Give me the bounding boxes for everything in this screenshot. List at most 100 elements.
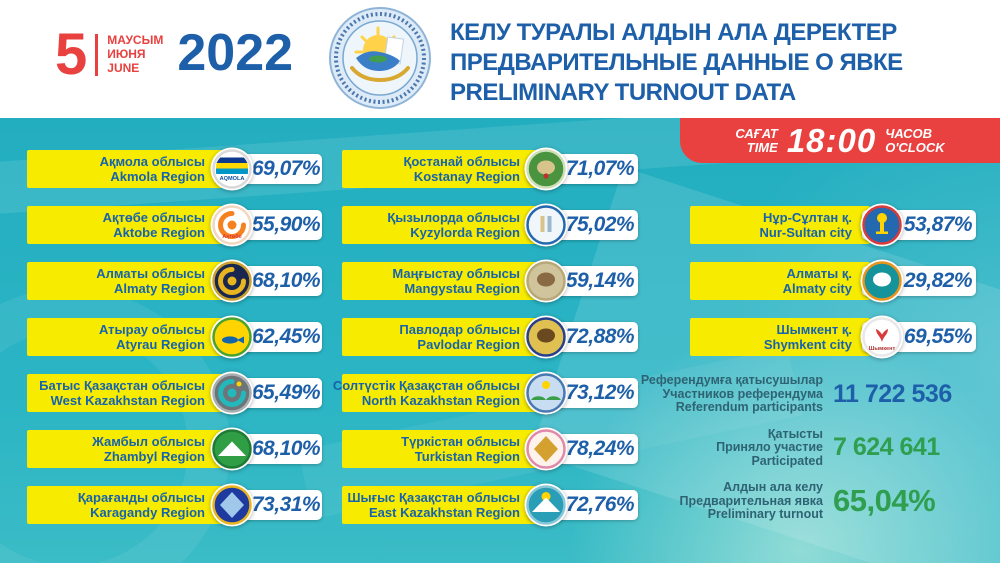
region-name-en: Mangystau Region <box>404 281 520 296</box>
region-name-en: Almaty Region <box>113 281 205 296</box>
region-name-en: West Kazakhstan Region <box>50 393 205 408</box>
turnout-percent: 62,45% <box>251 325 321 348</box>
region-name-en: Pavlodar Region <box>417 337 520 352</box>
turnout-percent: 69,07% <box>251 157 321 180</box>
region-name-kk: Жамбыл облысы <box>92 434 205 449</box>
region-name-bar: Нұр-Сұлтан қ. Nur-Sultan city <box>690 206 870 244</box>
region-name-kk: Батыс Қазақстан облысы <box>39 378 205 393</box>
date-year: 2022 <box>177 24 294 82</box>
turnout-percent: 68,10% <box>251 269 321 292</box>
region-name: Ақмола облысы Akmola Region <box>100 154 205 184</box>
region-row: Қостанай облысы Kostanay Region 71,07% <box>0 147 1000 191</box>
date-day: 5 <box>55 22 88 87</box>
region-name-bar: Алматы облысы Almaty Region <box>27 262 223 300</box>
region-name-kk: Алматы облысы <box>96 266 205 281</box>
region-name: Алматы облысы Almaty Region <box>96 266 205 296</box>
month-en: JUNE <box>107 61 140 75</box>
region-name: Жамбыл облысы Zhambyl Region <box>92 434 205 464</box>
header: 5 МАУСЫМ ИЮНЯ JUNE 2022 <box>0 0 1000 118</box>
title-line-ru: ПРЕДВАРИТЕЛЬНЫЕ ДАННЫЕ О ЯВКЕ <box>450 49 903 76</box>
time-value: 18:00 <box>786 121 877 159</box>
region-emblem-icon <box>524 147 568 191</box>
region-row: Алматы облысы Almaty Region 68,10% <box>0 259 1000 303</box>
region-row: Павлодар облысы Pavlodar Region 72,88% <box>0 315 1000 359</box>
region-name-kk: Қызылорда облысы <box>387 210 520 225</box>
region-name: Батыс Қазақстан облысы West Kazakhstan R… <box>39 378 205 408</box>
region-row: Қызылорда облысы Kyzylorda Region 75,02% <box>0 203 1000 247</box>
summary-stat-row: Алдын ала келу Предварительная явка Prelim… <box>613 480 985 522</box>
date-separator <box>95 34 99 76</box>
region-name-bar: Ақмола облысы Akmola Region <box>27 150 223 188</box>
region-name: Солтүстік Қазақстан облысы North Kazakhs… <box>333 378 520 408</box>
page-title: КЕЛУ ТУРАЛЫ АЛДЫН АЛА ДЕРЕКТЕР ПРЕДВАРИТ… <box>450 18 903 108</box>
region-emblem-icon <box>210 259 254 303</box>
summary-stats: Референдумға қатысушылар Участников рефер… <box>613 373 985 522</box>
date-month-labels: МАУСЫМ ИЮНЯ JUNE <box>107 33 163 75</box>
region-emblem-icon <box>210 427 254 471</box>
region-name: Маңғыстау облысы Mangystau Region <box>392 266 520 296</box>
stat-value: 11 722 536 <box>833 379 952 408</box>
turnout-percent: 69,55% <box>903 325 973 348</box>
turnout-percent: 72,76% <box>565 493 635 516</box>
turnout-percent: 73,31% <box>251 493 321 516</box>
region-row: Атырау облысы Atyrau Region 62,45% <box>0 315 1000 359</box>
region-row: Нұр-Сұлтан қ. Nur-Sultan city 53,87% <box>0 203 1000 247</box>
region-row: Ақмола облысы Akmola Region 69,07% AQMOL… <box>0 147 1000 191</box>
region-name: Нұр-Сұлтан қ. Nur-Sultan city <box>760 210 852 240</box>
region-emblem-icon <box>524 427 568 471</box>
region-name-bar: Қостанай облысы Kostanay Region <box>342 150 538 188</box>
region-name-kk: Шымкент қ. <box>776 322 852 337</box>
region-name-en: Kostanay Region <box>413 169 520 184</box>
region-name-kk: Қостанай облысы <box>403 154 520 169</box>
region-emblem-icon: AQMOLA <box>210 147 254 191</box>
time-banner: САҒАТ TIME 18:00 ЧАСОВ O'CLOCK <box>680 118 1000 163</box>
month-kk: МАУСЫМ <box>107 33 164 47</box>
region-emblem-icon <box>210 371 254 415</box>
region-name-en: East Kazakhstan Region <box>369 505 520 520</box>
turnout-value-box: 59,14% <box>528 266 638 296</box>
region-name-kk: Атырау облысы <box>98 322 205 337</box>
region-name-kk: Солтүстік Қазақстан облысы <box>332 378 520 393</box>
region-row: Алматы қ. Almaty city 29,82% <box>0 259 1000 303</box>
region-row: Батыс Қазақстан облысы West Kazakhstan R… <box>0 371 1000 415</box>
region-name-en: Almaty city <box>782 281 852 296</box>
region-name-en: North Kazakhstan Region <box>361 393 520 408</box>
region-name-kk: Ақтөбе облысы <box>102 210 205 225</box>
svg-text:Шымкент: Шымкент <box>869 346 896 352</box>
region-emblem-icon <box>210 483 254 527</box>
region-name-bar: Қарағанды облысы Karagandy Region <box>27 486 223 524</box>
region-name-en: Kyzylorda Region <box>410 225 520 240</box>
region-name: Түркістан облысы Turkistan Region <box>401 434 520 464</box>
stat-labels: Қатысты Приняло участие Participated <box>716 426 823 468</box>
region-name: Шығыс Қазақстан облысы East Kazakhstan R… <box>347 490 520 520</box>
region-name-bar: Павлодар облысы Pavlodar Region <box>342 318 538 356</box>
region-row: Маңғыстау облысы Mangystau Region 59,14% <box>0 259 1000 303</box>
turnout-percent: 71,07% <box>565 157 635 180</box>
region-name-kk: Павлодар облысы <box>399 322 520 337</box>
region-name: Алматы қ. Almaty city <box>783 266 852 296</box>
date-block: 5 МАУСЫМ ИЮНЯ JUNE 2022 <box>55 22 294 87</box>
region-name-bar: Жамбыл облысы Zhambyl Region <box>27 430 223 468</box>
time-label-left: САҒАТ TIME <box>735 125 778 155</box>
region-name-bar: Қызылорда облысы Kyzylorda Region <box>342 206 538 244</box>
region-name-bar: Маңғыстау облысы Mangystau Region <box>342 262 538 300</box>
summary-stat-row: Референдумға қатысушылар Участников рефер… <box>613 373 985 415</box>
region-row: Шығыс Қазақстан облысы East Kazakhstan R… <box>0 483 1000 527</box>
turnout-value-box: 65,49% <box>216 378 322 408</box>
region-row: Ақтөбе облысы Aktobe Region 55,90% Ақтөб… <box>0 203 1000 247</box>
region-name: Қызылорда облысы Kyzylorda Region <box>387 210 520 240</box>
region-emblem-icon: Шымкент <box>860 315 904 359</box>
title-line-en: PRELIMINARY TURNOUT DATA <box>450 79 796 106</box>
region-name-bar: Атырау облысы Atyrau Region <box>27 318 223 356</box>
region-name-en: Zhambyl Region <box>103 449 205 464</box>
commission-seal-icon <box>328 6 432 110</box>
svg-text:Ақтөбе: Ақтөбе <box>222 233 242 240</box>
summary-stat-row: Қатысты Приняло участие Participated 7 624… <box>613 426 985 469</box>
turnout-percent: 68,10% <box>251 437 321 460</box>
turnout-percent: 29,82% <box>903 269 973 292</box>
stat-labels: Референдумға қатысушылар Участников рефер… <box>640 373 823 414</box>
region-name-bar: Алматы қ. Almaty city <box>690 262 870 300</box>
turnout-percent: 65,49% <box>251 381 321 404</box>
region-emblem-icon <box>860 203 904 247</box>
region-name-en: Turkistan Region <box>414 449 520 464</box>
